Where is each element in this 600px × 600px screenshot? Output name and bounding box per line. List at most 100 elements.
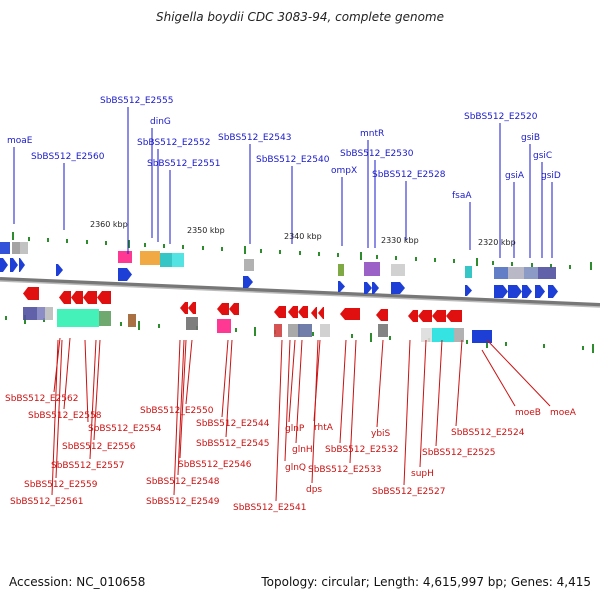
feature-box [288, 324, 300, 337]
scale-label: 2320 kbp [478, 238, 516, 247]
major-tick-mark [138, 321, 140, 330]
reverse-gene-arrow [311, 307, 317, 319]
feature-box [508, 267, 524, 279]
top-gene-label: SbBS512_E2528 [372, 170, 446, 180]
tick-mark [28, 237, 30, 241]
feature-box [338, 264, 344, 276]
forward-gene-arrow [391, 282, 405, 294]
tick-mark [415, 257, 417, 261]
tick-mark [511, 262, 513, 266]
top-gene-label: SbBS512_E2520 [464, 112, 538, 122]
forward-gene-arrow [118, 268, 132, 281]
bottom-gene-label: glnP [285, 424, 305, 434]
tick-mark [395, 256, 397, 260]
major-tick-mark [360, 252, 362, 260]
tick-mark [531, 263, 533, 267]
forward-gene-arrow [522, 285, 532, 298]
bottom-gene-label: dps [306, 485, 322, 495]
major-tick-mark [476, 258, 478, 266]
feature-box [217, 319, 231, 333]
tick-mark [299, 251, 301, 255]
tick-mark [466, 340, 468, 344]
tick-mark [312, 332, 314, 336]
bottom-gene-label: rhtA [314, 423, 334, 433]
gene-block [472, 330, 492, 343]
forward-gene-arrow [535, 285, 545, 298]
tick-mark [182, 245, 184, 249]
bottom-gene-label: SbBS512_E2524 [451, 428, 525, 438]
major-tick-mark [370, 333, 372, 342]
major-tick-mark [128, 240, 130, 248]
bottom-leader-line [486, 339, 551, 407]
bottom-gene-label: SbBS512_E2549 [146, 497, 220, 507]
tick-mark [144, 243, 146, 247]
bottom-gene-label: SbBS512_E2525 [422, 448, 495, 458]
bottom-leader-line [339, 339, 347, 444]
forward-gene-arrow [10, 258, 18, 272]
forward-gene-arrow [508, 285, 522, 298]
top-gene-label: moaE [7, 136, 33, 146]
top-gene-label: gsiC [533, 151, 552, 161]
bottom-leader-line [63, 337, 71, 410]
forward-gene-arrow [494, 285, 508, 298]
top-gene-label: SbBS512_E2540 [256, 155, 330, 165]
genome-summary-text: Topology: circular; Length: 4,615,997 bp… [261, 575, 591, 589]
tick-mark [453, 259, 455, 263]
top-gene-label: SbBS512_E2543 [218, 133, 291, 143]
tick-mark [318, 252, 320, 256]
bottom-leader-line [173, 339, 181, 496]
forward-gene-arrow [364, 282, 372, 294]
bottom-gene-label: moeA [550, 408, 577, 418]
tick-mark [202, 246, 204, 250]
forward-gene-arrow [56, 264, 63, 276]
feature-box [172, 253, 184, 267]
tick-mark [260, 249, 262, 253]
tick-mark [163, 244, 165, 248]
top-gene-label: fsaA [452, 191, 472, 201]
reverse-gene-arrow [340, 308, 360, 320]
bottom-gene-label: SbBS512_E2548 [146, 477, 220, 487]
tick-mark [492, 261, 494, 265]
bottom-leader-line [93, 339, 101, 441]
bottom-gene-label: SbBS512_E2545 [196, 439, 269, 449]
feature-box [140, 251, 160, 265]
bottom-leader-line [349, 339, 357, 464]
bottom-gene-label: supH [411, 469, 434, 479]
top-gene-label: ompX [331, 166, 357, 176]
gene-labels: 2360 kbp 2350 kbp 2340 kbp 2330 kbp 2320 kbp… [5, 96, 577, 513]
reverse-gene-arrow [59, 291, 71, 304]
feature-box [99, 311, 111, 326]
top-gene-label: gsiD [541, 171, 561, 181]
bottom-gene-label: SbBS512_E2533 [308, 465, 381, 475]
reverse-gene-arrow [288, 306, 298, 318]
feature-box [118, 251, 132, 263]
scale-label: 2340 kbp [284, 232, 322, 241]
forward-gene-arrow [338, 281, 345, 292]
bottom-leader-line [89, 339, 97, 460]
bottom-leader-line [179, 339, 187, 459]
bottom-leader-line [275, 339, 283, 502]
bottom-leader-line [225, 339, 233, 438]
reverse-gene-arrow [318, 307, 324, 319]
feature-box [524, 267, 538, 279]
bottom-leader-line [313, 339, 321, 422]
feature-box [378, 324, 388, 337]
major-tick-mark [254, 327, 256, 336]
bottom-gene-label: moeB [515, 408, 541, 418]
scale-label: 2360 kbp [90, 220, 128, 229]
bottom-gene-label: glnH [292, 445, 313, 455]
tick-mark [582, 346, 584, 350]
genome-backbone [0, 277, 600, 307]
tick-mark [434, 258, 436, 262]
feature-box [494, 267, 508, 279]
major-tick-mark [486, 339, 488, 348]
bottom-gene-label: SbBS512_E2559 [24, 480, 98, 490]
reverse-gene-arrow [376, 309, 388, 321]
forward-gene-arrow [548, 285, 558, 298]
bottom-gene-label: SbBS512_E2544 [196, 419, 270, 429]
top-gene-label: SbBS512_E2530 [340, 149, 414, 159]
forward-gene-arrow [0, 258, 8, 272]
tick-mark [279, 250, 281, 254]
feature-box [364, 262, 380, 276]
